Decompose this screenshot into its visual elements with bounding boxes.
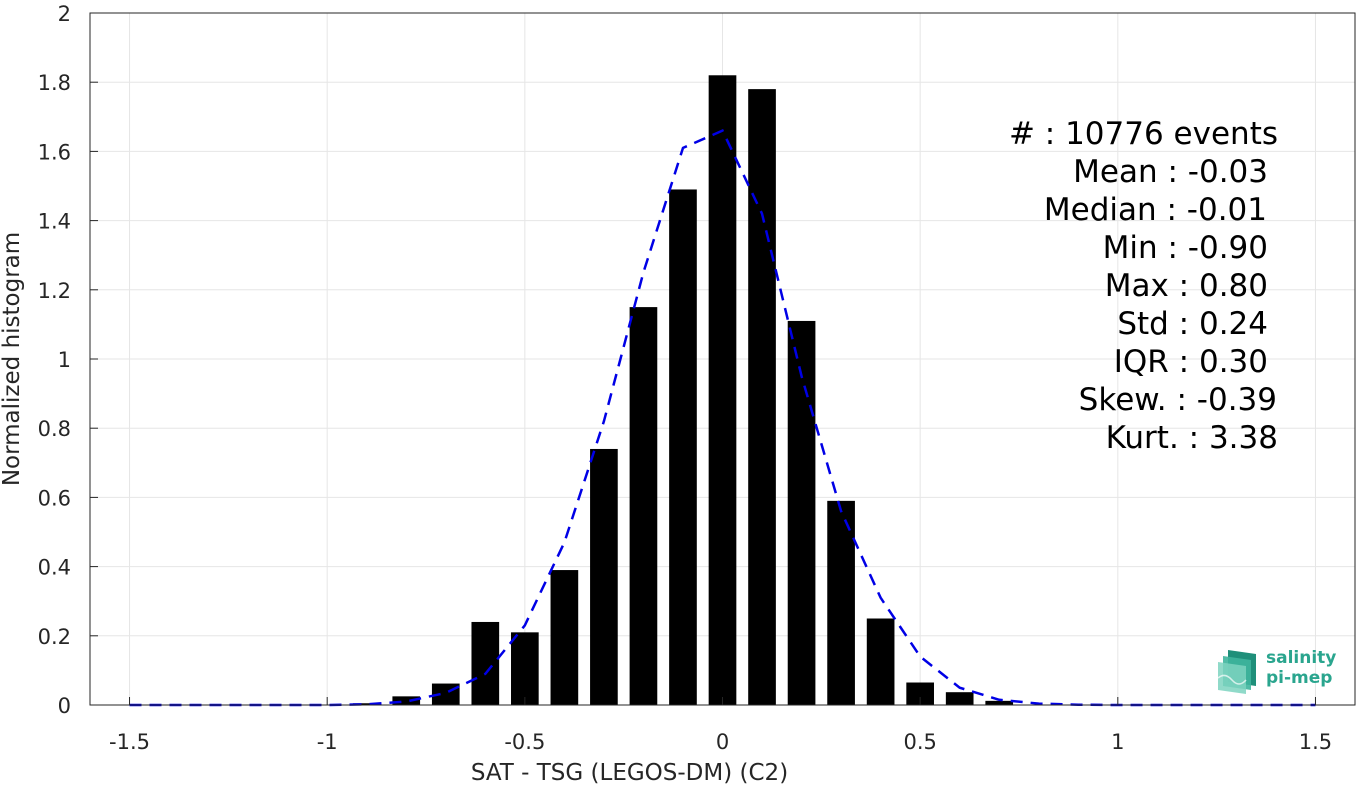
histogram-bar <box>511 632 539 705</box>
histogram-bar <box>748 89 776 706</box>
y-tick-label: 1 <box>58 348 71 372</box>
histogram-bar <box>985 700 1014 705</box>
histogram-bars <box>352 75 1014 706</box>
stat-line: Skew. : -0.39 <box>1079 382 1277 418</box>
y-tick-label: 0.6 <box>38 486 71 510</box>
stat-line: IQR : 0.30 <box>1114 344 1268 380</box>
y-tick-label: 1.4 <box>38 210 71 234</box>
stat-line: Std : 0.24 <box>1117 306 1268 342</box>
y-tick-label: 0.4 <box>38 556 71 580</box>
y-tick-label: 0.2 <box>38 625 71 649</box>
x-tick-label: -1.5 <box>109 730 150 754</box>
salinity-pimep-logo-icon <box>1217 650 1256 694</box>
histogram-bar <box>392 696 421 705</box>
y-tick-label: 0 <box>58 694 71 718</box>
histogram-bar <box>352 703 381 705</box>
histogram-bar <box>827 500 855 705</box>
histogram-bar <box>866 618 895 705</box>
histogram-bar <box>471 621 500 705</box>
histogram-bar <box>906 682 934 705</box>
x-tick-label: -1 <box>317 730 338 754</box>
histogram-bar <box>590 448 618 705</box>
stat-line: # : 10776 events <box>1009 116 1278 152</box>
x-tick-label: -0.5 <box>504 730 545 754</box>
stat-line: Mean : -0.03 <box>1073 154 1268 190</box>
logo-text-salinity: salinity <box>1266 648 1337 668</box>
histogram-bar <box>629 307 658 705</box>
y-tick-label: 2 <box>58 2 71 26</box>
histogram-bar <box>787 320 816 705</box>
y-axis-ticks: 0 0.2 0.4 0.6 0.8 1 1.2 1.4 1.6 1.8 2 <box>38 2 98 718</box>
stat-line: Median : -0.01 <box>1044 192 1267 228</box>
x-tick-label: 0.5 <box>903 730 936 754</box>
x-axis-ticks: -1.5 -1 -0.5 0 0.5 1 1.5 <box>109 697 1332 754</box>
y-tick-label: 1.8 <box>38 71 71 95</box>
x-tick-label: 1 <box>1111 730 1124 754</box>
histogram-bar <box>708 75 737 705</box>
y-tick-label: 1.2 <box>38 279 71 303</box>
y-tick-label: 1.6 <box>38 140 71 164</box>
stat-line: Kurt. : 3.38 <box>1106 420 1278 456</box>
histogram-bar <box>669 189 697 705</box>
y-tick-label: 0.8 <box>38 417 71 441</box>
stat-line: Min : -0.90 <box>1103 230 1268 266</box>
logo-text-pimep: pi-mep <box>1266 668 1333 688</box>
x-axis-label: SAT - TSG (LEGOS-DM) (C2) <box>471 760 788 785</box>
x-tick-label: 0 <box>716 730 729 754</box>
x-tick-label: 1.5 <box>1299 730 1332 754</box>
histogram-bar <box>945 692 974 705</box>
stat-line: Max : 0.80 <box>1105 268 1268 304</box>
y-axis-label: Normalized histogram <box>0 232 25 486</box>
salinity-pimep-logo: salinity pi-mep <box>1216 648 1346 698</box>
histogram-bar <box>550 570 579 705</box>
